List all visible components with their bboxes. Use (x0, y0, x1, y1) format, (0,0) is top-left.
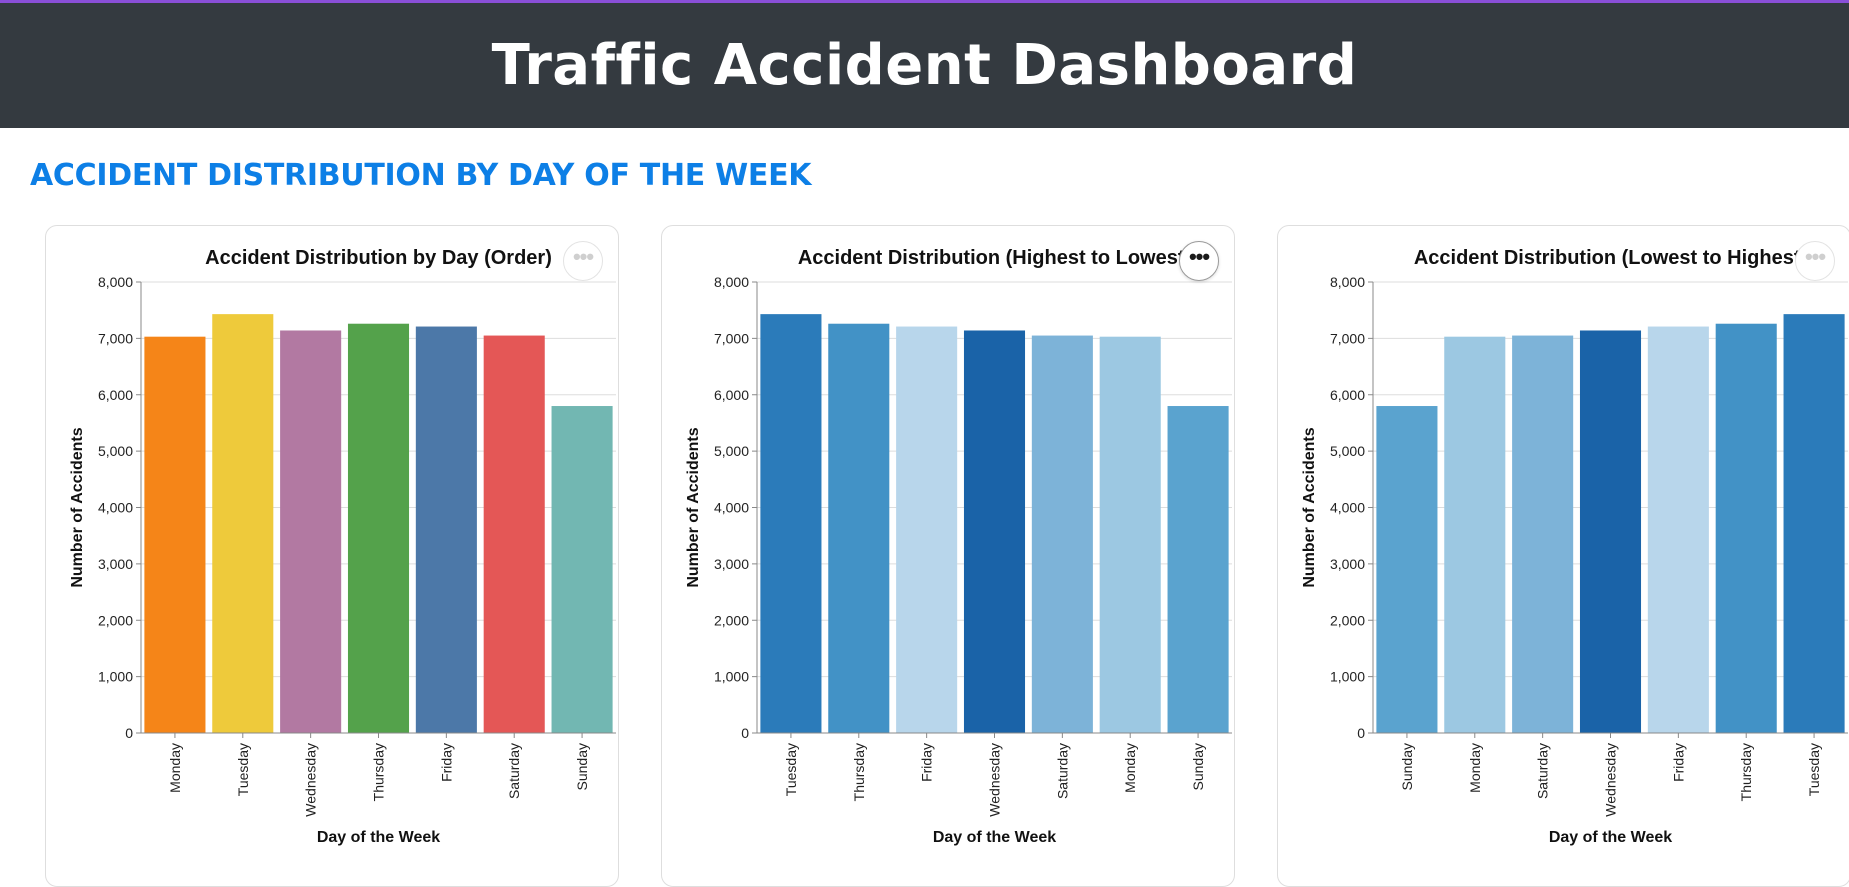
chart-title: Accident Distribution (Highest to Lowest… (798, 247, 1191, 269)
x-tick-label: Monday (1467, 743, 1483, 793)
y-tick-label: 0 (1357, 725, 1365, 741)
bar (415, 326, 477, 733)
x-tick-label: Friday (438, 743, 454, 782)
y-tick-label: 4,000 (714, 500, 749, 516)
section-title: ACCIDENT DISTRIBUTION BY DAY OF THE WEEK (30, 158, 812, 193)
x-tick-label: Wednesday (987, 743, 1003, 817)
top-accent-bar (0, 0, 1849, 3)
y-tick-label: 0 (741, 725, 749, 741)
x-axis-title: Day of the Week (1549, 829, 1672, 846)
chart-order: Accident Distribution by Day (Order) 0 1,0… (69, 247, 616, 846)
y-tick-label: 8,000 (714, 274, 749, 290)
chart-menu-button[interactable]: ••• (1795, 241, 1835, 281)
y-tick-label: 3,000 (1330, 556, 1365, 572)
bar (1783, 314, 1845, 733)
bar (1715, 323, 1777, 733)
x-tick-label: Saturday (1535, 743, 1551, 799)
y-tick-label: 2,000 (714, 612, 749, 628)
y-tick-label: 6,000 (714, 387, 749, 403)
bar (1444, 336, 1506, 733)
y-axis-title: Number of Accidents (685, 427, 702, 587)
y-tick-label: 3,000 (714, 556, 749, 572)
bar (828, 323, 890, 733)
y-tick-label: 1,000 (1330, 669, 1365, 685)
bar (483, 335, 545, 733)
y-tick-label: 7,000 (714, 330, 749, 346)
chart-menu-button[interactable]: ••• (563, 241, 603, 281)
bar (1579, 330, 1642, 733)
x-tick-label: Thursday (371, 743, 387, 801)
x-tick-label: Thursday (851, 743, 867, 801)
x-tick-label: Thursday (1738, 743, 1754, 801)
y-tick-label: 8,000 (98, 274, 133, 290)
x-axis-title: Day of the Week (317, 829, 440, 846)
y-axis-title: Number of Accidents (1301, 427, 1318, 587)
y-tick-label: 0 (125, 725, 133, 741)
x-tick-label: Sunday (1399, 743, 1415, 790)
y-tick-label: 7,000 (1330, 330, 1365, 346)
y-tick-label: 7,000 (98, 330, 133, 346)
chart-title: Accident Distribution by Day (Order) (205, 247, 552, 269)
bar (1167, 406, 1229, 733)
y-tick-label: 6,000 (98, 387, 133, 403)
y-tick-label: 6,000 (1330, 387, 1365, 403)
y-tick-label: 2,000 (98, 612, 133, 628)
x-tick-label: Saturday (506, 743, 522, 799)
bar (896, 326, 958, 733)
dashboard-header: Traffic Accident Dashboard (0, 3, 1849, 128)
x-axis-title: Day of the Week (933, 829, 1056, 846)
bar (144, 336, 206, 733)
x-tick-label: Tuesday (783, 743, 799, 796)
y-tick-label: 4,000 (1330, 500, 1365, 516)
bar (1647, 326, 1709, 733)
y-tick-label: 4,000 (98, 500, 133, 516)
bar (760, 314, 822, 733)
bar (212, 314, 274, 733)
x-tick-label: Tuesday (1806, 743, 1822, 796)
bar (1376, 406, 1438, 733)
x-tick-label: Wednesday (1603, 743, 1619, 817)
bar (347, 323, 410, 733)
bar (280, 330, 342, 733)
x-tick-label: Wednesday (303, 743, 319, 817)
x-tick-label: Friday (1670, 743, 1686, 782)
chart-card-lowest-to-highest: Accident Distribution (Lowest to Highest… (1277, 225, 1849, 887)
bar (1099, 336, 1161, 733)
y-tick-label: 2,000 (1330, 612, 1365, 628)
more-icon: ••• (1188, 243, 1210, 269)
chart-card-order: Accident Distribution by Day (Order) 0 1,0… (45, 225, 619, 887)
y-tick-label: 8,000 (1330, 274, 1365, 290)
y-tick-label: 5,000 (98, 443, 133, 459)
chart-card-highest-to-lowest: Accident Distribution (Highest to Lowest… (661, 225, 1235, 887)
more-icon: ••• (1804, 243, 1826, 269)
x-tick-label: Friday (919, 743, 935, 782)
y-tick-label: 1,000 (98, 669, 133, 685)
bar (963, 330, 1026, 733)
x-tick-label: Monday (1122, 743, 1138, 793)
y-tick-label: 5,000 (1330, 443, 1365, 459)
dashboard-title: Traffic Accident Dashboard (491, 33, 1358, 98)
chart-lowest-to-highest: Accident Distribution (Lowest to Highest… (1301, 247, 1848, 846)
y-axis-title: Number of Accidents (69, 427, 86, 587)
x-tick-label: Sunday (1190, 743, 1206, 790)
x-tick-label: Sunday (574, 743, 590, 790)
bar (1031, 335, 1093, 733)
chart-highest-to-lowest: Accident Distribution (Highest to Lowest… (685, 247, 1232, 846)
y-tick-label: 5,000 (714, 443, 749, 459)
more-icon: ••• (572, 243, 594, 269)
y-tick-label: 3,000 (98, 556, 133, 572)
x-tick-label: Tuesday (235, 743, 251, 796)
chart-menu-button[interactable]: ••• (1179, 241, 1219, 281)
bar (551, 406, 613, 733)
y-tick-label: 1,000 (714, 669, 749, 685)
x-tick-label: Monday (167, 743, 183, 793)
x-tick-label: Saturday (1054, 743, 1070, 799)
bar (1512, 335, 1574, 733)
chart-title: Accident Distribution (Lowest to Highest… (1414, 247, 1807, 269)
